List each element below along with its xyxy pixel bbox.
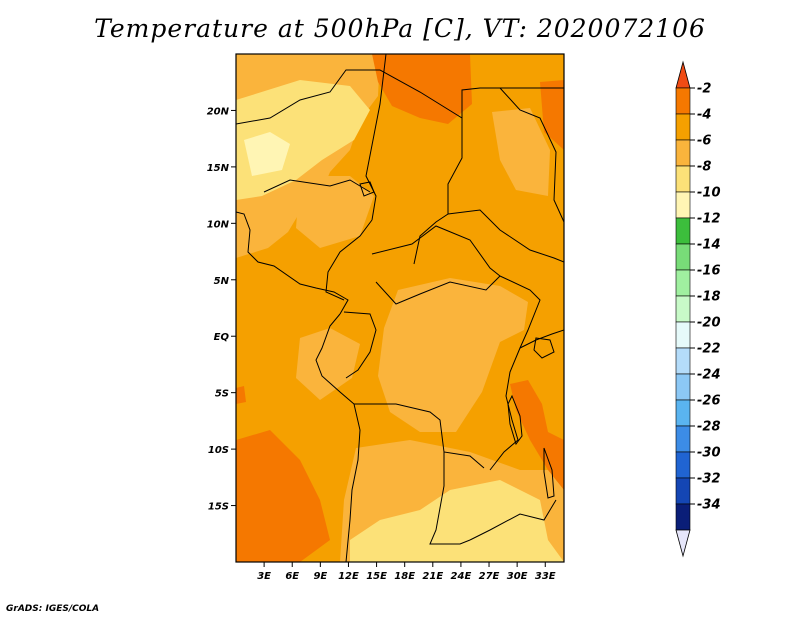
lon-tick-label: 12E [338, 571, 359, 582]
boundary-lines [236, 54, 564, 562]
lat-tick-label: 15S [208, 502, 229, 513]
lat-tick-label: EQ [214, 332, 230, 343]
shade-2-to-4-south-west [236, 430, 330, 562]
lat-tick-label: 10N [207, 219, 230, 230]
lat-tick-label: 10S [208, 445, 229, 456]
lon-tick-label: 30E [507, 571, 528, 582]
colorbar-swatch [675, 399, 691, 427]
colorbar-swatch [675, 503, 691, 531]
temperature-field [236, 54, 564, 562]
colorbar-swatch [675, 139, 691, 167]
colorbar-bottom-triangle [675, 529, 691, 558]
colorbar-swatch [675, 217, 691, 245]
south-sudan-border [447, 209, 564, 263]
map-title: Temperature at 500hPa [C], VT: 202007210… [94, 14, 706, 43]
colorbar-label: -26 [697, 394, 721, 409]
colorbar-swatch [675, 191, 691, 219]
colorbar-label: -14 [697, 238, 721, 253]
colorbar-label: -20 [697, 316, 721, 331]
longitude-axis: 3E 6E 9E 12E 15E 18E 21E 24E 27E 30E 33E [257, 562, 556, 582]
colorbar-swatch [675, 165, 691, 193]
colorbar-label: -12 [697, 212, 721, 227]
lat-tick-label: 5S [215, 389, 229, 400]
plot-frame [235, 53, 565, 563]
shade-6-to-8-north-inland [296, 176, 374, 248]
shade-2-to-4-north-east [540, 80, 564, 150]
colorbar-label: -30 [697, 446, 721, 461]
lat-tick-label: 15N [207, 163, 230, 174]
colorbar-top-triangle [675, 60, 691, 89]
colorbar-label: -10 [697, 186, 721, 201]
lon-tick-label: 15E [366, 571, 387, 582]
lon-tick-label: 6E [285, 571, 299, 582]
colorbar-label: -22 [697, 342, 721, 357]
niger-nigeria-border [263, 179, 371, 193]
lake-chad [359, 181, 375, 197]
lon-tick-label: 33E [535, 571, 556, 582]
colorbar-swatch [675, 321, 691, 349]
lake-tanganyika [507, 394, 523, 446]
ethiopia-border [499, 87, 564, 223]
shade-6-to-8-coast [296, 328, 360, 400]
west-africa-coast [236, 211, 349, 315]
shade-6-to-8-east [492, 108, 550, 196]
colorbar-swatch [675, 243, 691, 271]
lon-tick-label: 9E [313, 571, 327, 582]
colorbar-swatch [675, 373, 691, 401]
colorbar-swatch [675, 451, 691, 479]
colorbar-swatch [675, 347, 691, 375]
drc-angola-border [354, 403, 485, 469]
tanzania-border [519, 329, 564, 349]
congo-gabon-border [343, 311, 377, 379]
car-south-border [375, 275, 501, 305]
shade-2-to-4-west-edge [236, 386, 246, 404]
colorbar-label: -28 [697, 420, 721, 435]
lon-tick-label: 3E [257, 571, 271, 582]
colorbar-label: -4 [697, 108, 711, 123]
shade-8-to-10-north-strip [292, 92, 338, 134]
lon-tick-label: 21E [422, 571, 443, 582]
nigeria-cameroon-border [325, 219, 373, 301]
libya-sudan-border [365, 54, 387, 221]
colorbar-label: -6 [697, 134, 711, 149]
shade-2-to-4-lakes [510, 380, 564, 490]
central-africa-coast [315, 313, 361, 562]
colorbar-label: -32 [697, 472, 721, 487]
shade-2-to-4-north [372, 54, 472, 124]
colorbar-swatch [675, 269, 691, 297]
northern-border [236, 69, 564, 125]
colorbar-label: -16 [697, 264, 721, 279]
colorbar: -2 -4 -6 -8 -10 -12 -14 -16 -18 -20 -22 -24 -26 -28 -3… [675, 60, 721, 558]
colorbar-label: -18 [697, 290, 721, 305]
colorbar-swatch [675, 477, 691, 505]
car-border [371, 225, 501, 277]
colorbar-swatch [675, 87, 691, 115]
colorbar-label: -24 [697, 368, 721, 383]
lake-victoria [533, 337, 555, 359]
colorbar-swatch [675, 113, 691, 141]
lon-tick-label: 24E [451, 571, 472, 582]
shade-6-to-8-congo [378, 278, 528, 432]
colorbar-swatch [675, 295, 691, 323]
colorbar-label: -34 [697, 498, 721, 513]
lat-tick-label: 20N [207, 106, 230, 117]
colorbar-swatch [675, 425, 691, 453]
drc-east-border [489, 275, 541, 471]
colorbar-label: -2 [697, 82, 711, 97]
shade-10-to-12-patch [244, 132, 290, 176]
lon-tick-label: 18E [394, 571, 415, 582]
lat-tick-label: 5N [214, 276, 230, 287]
lon-tick-label: 27E [479, 571, 500, 582]
zambia-south-border [469, 499, 557, 541]
shade-8-to-10-south [350, 480, 564, 562]
grads-credit: GrADS: IGES/COLA [6, 604, 100, 614]
latitude-axis: 20N 15N 10N 5N EQ 5S 10S 15S [207, 106, 236, 513]
colorbar-label: -8 [697, 160, 711, 175]
angola-zambia-border [429, 452, 471, 545]
lake-malawi [543, 447, 555, 499]
